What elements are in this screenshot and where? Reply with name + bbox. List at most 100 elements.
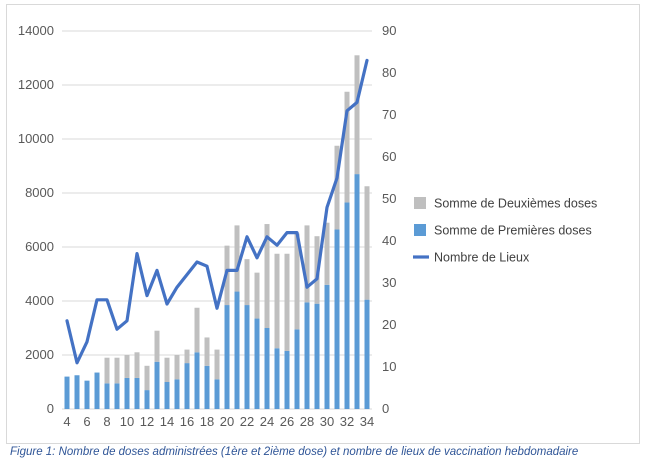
bar-deuxiemes-doses [304,225,310,303]
bar-premieres-doses [74,375,80,409]
bar-deuxiemes-doses [214,349,220,380]
y-left-tick-label: 8000 [25,185,54,200]
bar-premieres-doses [274,348,280,409]
bar-premieres-doses [174,379,180,409]
bar-deuxiemes-doses [204,337,210,366]
x-tick-label: 34 [360,414,374,429]
y-axis-right: 0 10 20 30 40 50 60 70 80 90 [382,23,396,416]
y-left-tick-label: 12000 [18,77,54,92]
bar-deuxiemes-doses [274,253,280,349]
y-right-tick-label: 40 [382,233,396,248]
bar-deuxiemes-doses [234,225,240,292]
x-tick-label: 20 [220,414,234,429]
legend-label: Somme de Deuxièmes doses [434,197,597,211]
legend-swatch [414,224,426,236]
bar-premieres-doses [94,372,100,409]
y-right-tick-label: 50 [382,191,396,206]
bar-deuxiemes-doses [244,259,250,306]
x-tick-label: 30 [320,414,334,429]
y-left-tick-label: 6000 [25,239,54,254]
y-left-tick-label: 0 [47,401,54,416]
y-right-tick-label: 70 [382,107,396,122]
y-right-tick-label: 10 [382,359,396,374]
bars [64,55,370,409]
bar-premieres-doses [144,390,150,409]
x-tick-label: 4 [63,414,70,429]
x-tick-label: 16 [180,414,194,429]
legend-swatch [414,197,426,209]
x-tick-label: 12 [140,414,154,429]
bar-deuxiemes-doses [104,357,110,384]
bar-premieres-doses [254,318,260,409]
bar-premieres-doses [84,380,90,409]
bar-deuxiemes-doses [194,307,200,353]
bar-premieres-doses [364,299,370,409]
x-tick-label: 32 [340,414,354,429]
x-tick-label: 26 [280,414,294,429]
y-right-tick-label: 80 [382,65,396,80]
bar-premieres-doses [294,329,300,409]
bar-premieres-doses [334,229,340,409]
x-tick-label: 28 [300,414,314,429]
bar-premieres-doses [304,302,310,409]
y-right-tick-label: 60 [382,149,396,164]
figure-caption: Figure 1: Nombre de doses administrées (… [10,446,579,458]
bar-premieres-doses [164,382,170,409]
bar-premieres-doses [194,352,200,409]
bar-deuxiemes-doses [134,352,140,378]
bar-deuxiemes-doses [164,357,170,382]
y-left-tick-label: 2000 [25,347,54,362]
bar-premieres-doses [214,379,220,409]
line-series [65,58,369,365]
bar-premieres-doses [244,305,250,409]
bar-deuxiemes-doses [354,55,360,175]
line-nombre-de-lieux [65,58,369,365]
y-left-tick-label: 14000 [18,23,54,38]
y-left-tick-label: 4000 [25,293,54,308]
bar-premieres-doses [184,363,190,409]
bar-deuxiemes-doses [294,233,300,330]
x-tick-label: 14 [160,414,174,429]
bar-premieres-doses [324,284,330,409]
bar-premieres-doses [104,383,110,409]
y-right-tick-label: 20 [382,317,396,332]
x-tick-label: 18 [200,414,214,429]
y-right-tick-label: 0 [382,401,389,416]
bar-premieres-doses [264,328,270,409]
bar-deuxiemes-doses [284,253,290,351]
x-tick-label: 8 [103,414,110,429]
legend-label: Somme de Premières doses [434,224,592,238]
y-left-tick-label: 10000 [18,131,54,146]
bar-premieres-doses [134,377,140,409]
bar-deuxiemes-doses [254,272,260,319]
x-tick-label: 22 [240,414,254,429]
gridlines [62,30,372,410]
bar-premieres-doses [114,383,120,409]
bar-deuxiemes-doses [364,186,370,300]
combo-chart: 0 2000 4000 6000 8000 10000 12000 14000 0 10 20 30… [18,23,597,429]
bar-deuxiemes-doses [154,330,160,362]
bar-premieres-doses [64,376,70,409]
bar-deuxiemes-doses [324,222,330,285]
legend-label: Nombre de Lieux [434,251,530,265]
bar-deuxiemes-doses [174,355,180,380]
bar-premieres-doses [314,303,320,409]
bar-premieres-doses [224,305,230,409]
x-tick-label: 24 [260,414,274,429]
x-tick-label: 10 [120,414,134,429]
x-tick-label: 6 [83,414,90,429]
y-axis-left: 0 2000 4000 6000 8000 10000 12000 14000 [18,23,54,416]
legend: Somme de Deuxièmes doses Somme de Premièr… [413,197,597,265]
bar-deuxiemes-doses [124,355,130,378]
bar-premieres-doses [204,365,210,409]
bar-deuxiemes-doses [184,349,190,364]
y-right-tick-label: 30 [382,275,396,290]
bar-premieres-doses [354,174,360,409]
bar-deuxiemes-doses [334,145,340,230]
chart-frame [6,4,640,444]
x-axis: 4 6 8 10 12 14 16 18 20 22 24 26 28 30 32 34 [63,414,374,429]
bar-premieres-doses [124,377,130,409]
bar-premieres-doses [284,350,290,409]
bar-premieres-doses [234,291,240,409]
bar-premieres-doses [154,361,160,409]
